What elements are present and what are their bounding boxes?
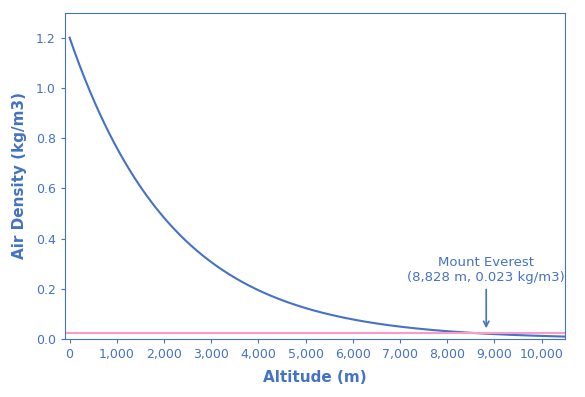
Y-axis label: Air Density (kg/m3): Air Density (kg/m3)	[12, 93, 27, 259]
X-axis label: Altitude (m): Altitude (m)	[263, 370, 367, 385]
Text: Mount Everest
(8,828 m, 0.023 kg/m3): Mount Everest (8,828 m, 0.023 kg/m3)	[407, 256, 565, 326]
